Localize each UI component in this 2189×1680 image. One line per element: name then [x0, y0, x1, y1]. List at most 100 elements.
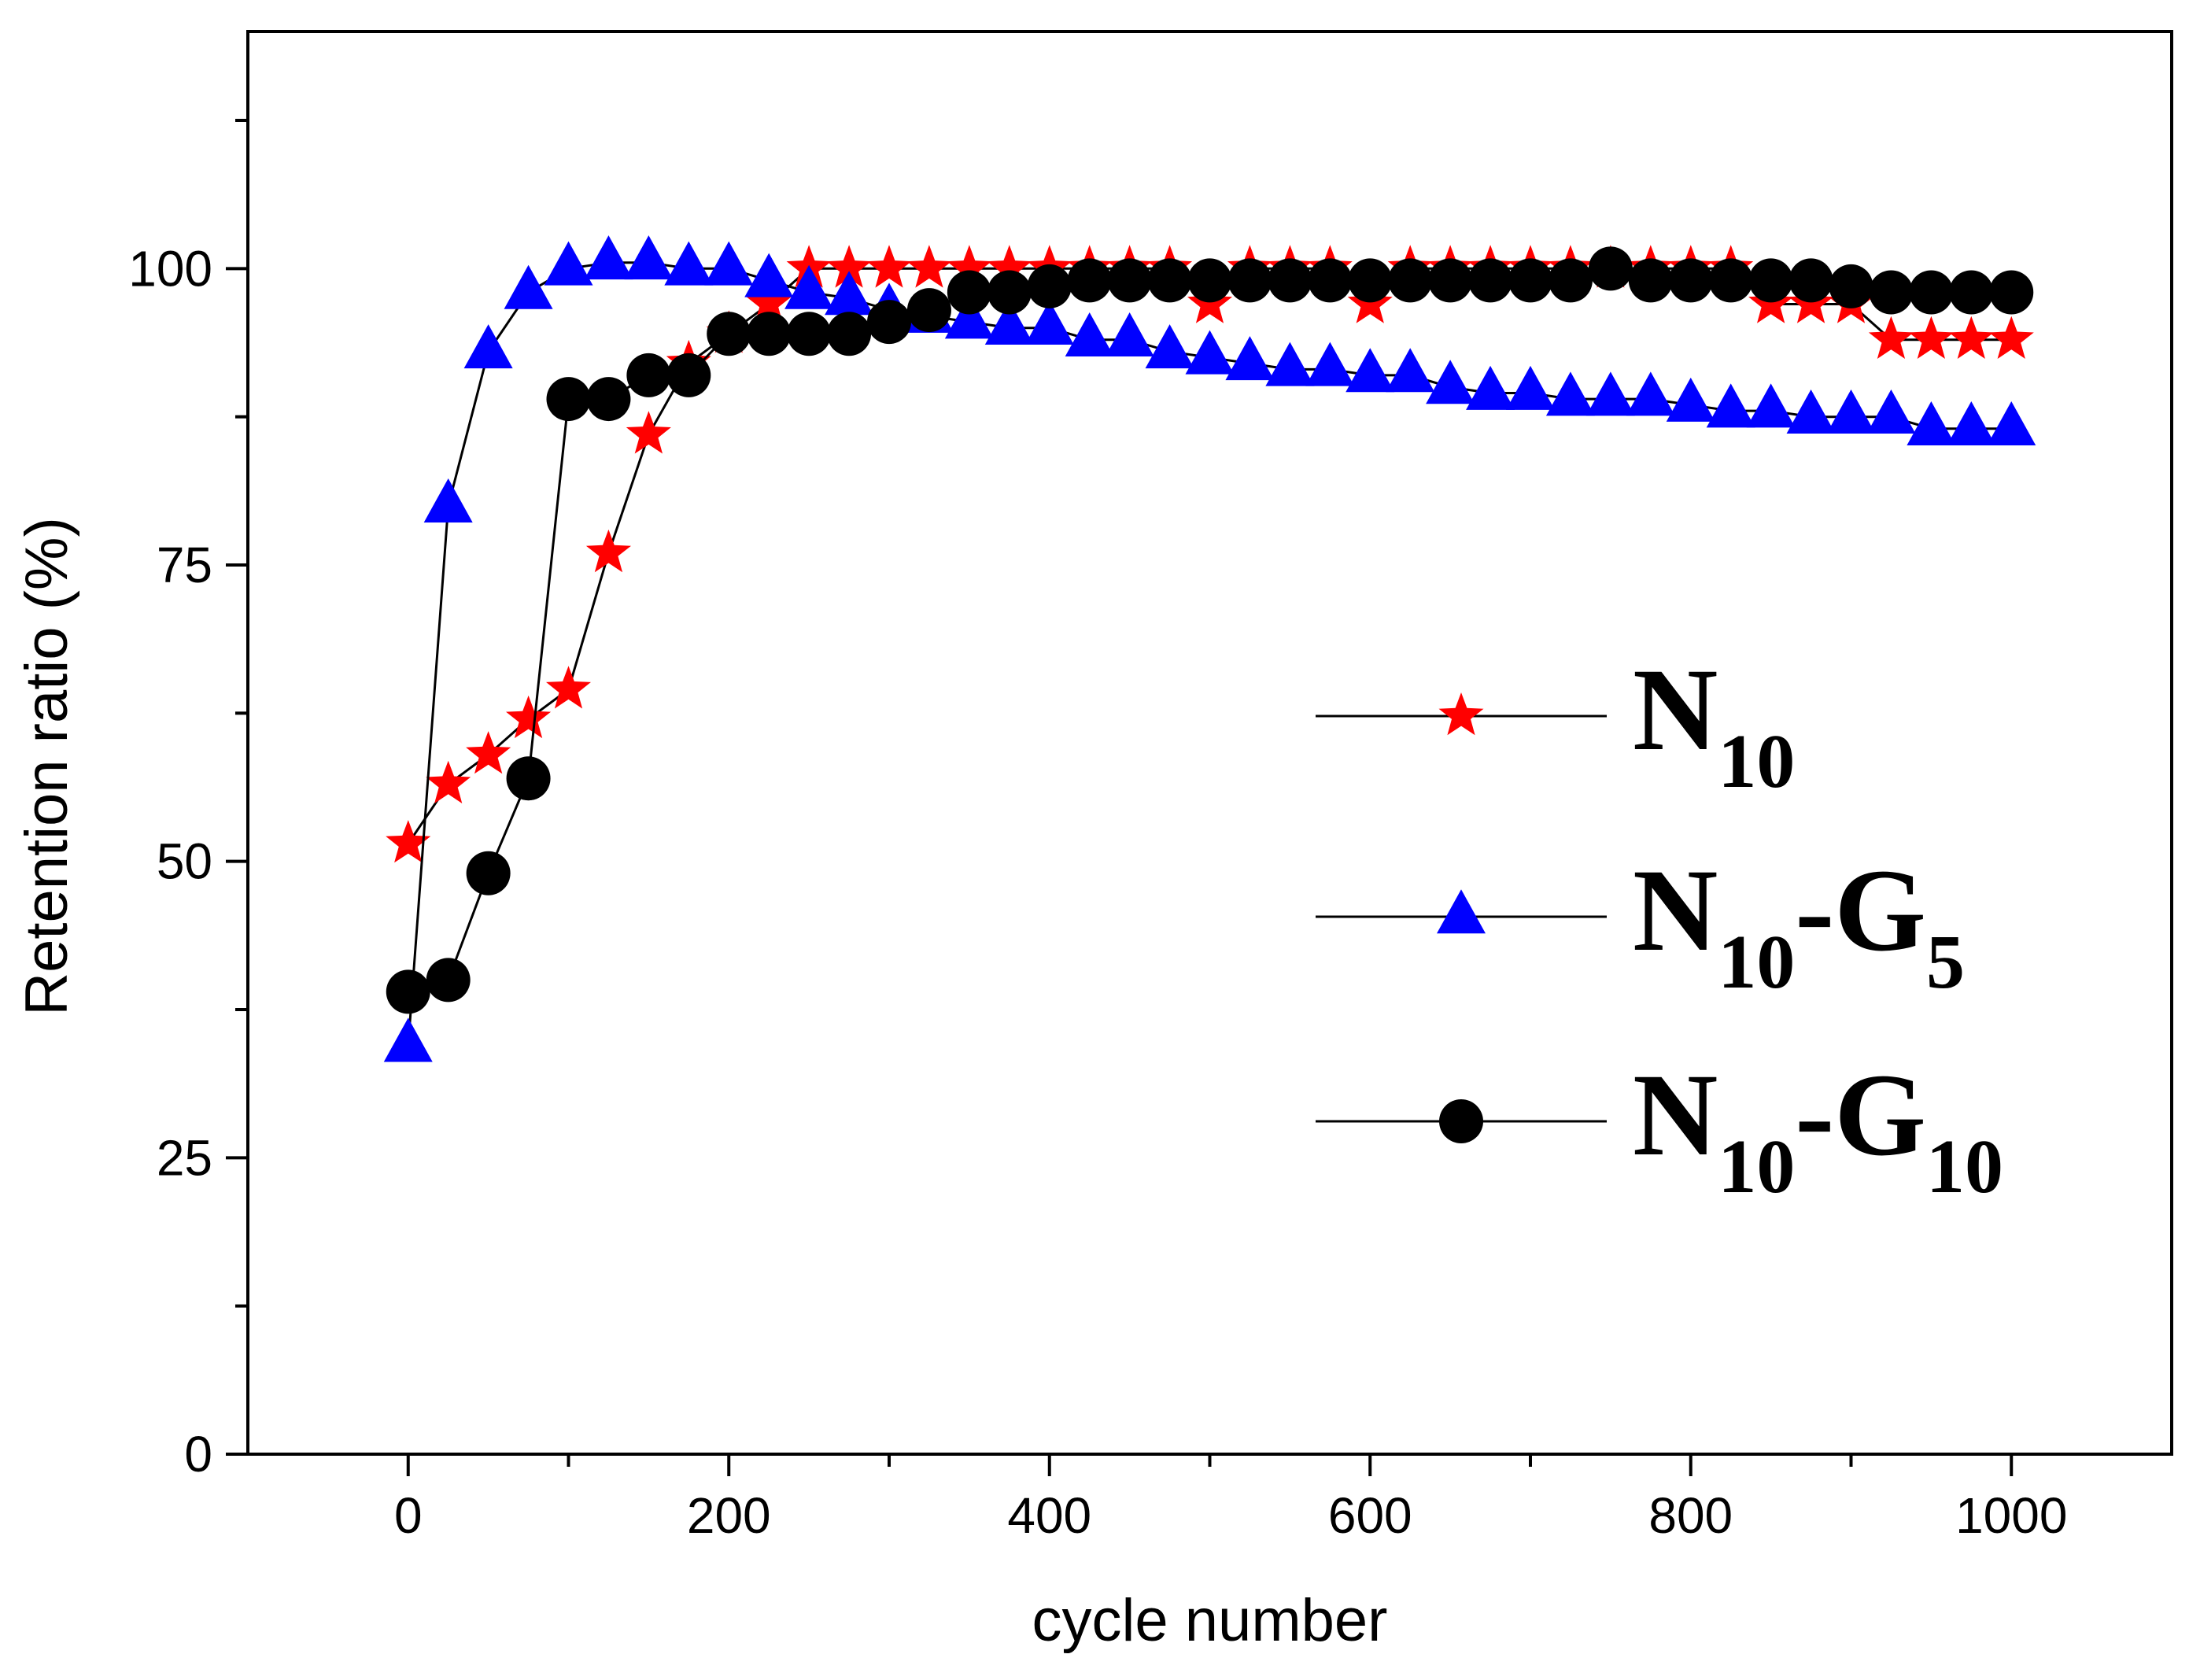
- legend-marker: [1438, 692, 1484, 736]
- data-point: [1508, 258, 1552, 303]
- data-point: [826, 245, 872, 288]
- data-point: [827, 312, 872, 356]
- data-point: [906, 288, 951, 333]
- x-tick-label: 1000: [1955, 1487, 2067, 1544]
- data-point: [624, 235, 674, 280]
- data-point: [784, 264, 834, 309]
- data-point: [1305, 342, 1355, 386]
- data-point: [1227, 258, 1272, 303]
- data-point: [1826, 389, 1876, 434]
- data-point: [1265, 342, 1315, 386]
- data-point: [1868, 316, 1914, 359]
- data-point: [1668, 258, 1713, 303]
- data-point: [1907, 401, 1956, 446]
- series-layer: [383, 235, 2036, 1062]
- y-tick-label: 50: [157, 833, 212, 890]
- data-point: [506, 756, 551, 801]
- data-point: [984, 300, 1034, 345]
- plot-frame: [246, 30, 2173, 1456]
- legend-label: N10-G10: [1633, 1050, 2003, 1209]
- data-point: [1067, 258, 1112, 303]
- data-point: [585, 529, 631, 573]
- data-point: [787, 312, 832, 356]
- legend-subscript: 5: [1926, 920, 1965, 1005]
- y-tick-label: 75: [157, 537, 212, 593]
- data-point: [626, 411, 671, 454]
- legend-label: N10-G5: [1633, 845, 1965, 1005]
- data-point: [987, 270, 1032, 315]
- data-point: [1545, 371, 1595, 416]
- legend-text-part: -G: [1795, 1050, 1926, 1180]
- data-point: [466, 851, 511, 895]
- x-axis-ticks: 0 200 400 600 800 1000: [394, 1454, 2067, 1544]
- data-point: [466, 731, 511, 774]
- x-tick-label: 200: [687, 1487, 771, 1544]
- series-2: [386, 246, 2034, 1014]
- data-point: [586, 377, 631, 422]
- data-point: [426, 958, 471, 1002]
- data-point: [1788, 258, 1833, 303]
- data-point: [1105, 312, 1154, 357]
- y-axis-label: Retention ratio (%): [13, 517, 80, 1016]
- data-point: [1506, 365, 1555, 410]
- data-point: [1308, 258, 1353, 303]
- legend-subscript: 10: [1718, 1124, 1795, 1209]
- data-point: [1829, 264, 1873, 308]
- legend-subscript: 10: [1718, 920, 1795, 1005]
- data-point: [504, 264, 553, 309]
- data-point: [1988, 316, 2034, 359]
- data-point: [1706, 383, 1755, 428]
- data-point: [544, 241, 593, 286]
- data-point: [1426, 360, 1475, 404]
- data-point: [626, 353, 671, 397]
- data-point: [825, 271, 874, 316]
- data-point: [506, 695, 552, 739]
- data-point: [383, 1017, 433, 1062]
- x-tick-label: 800: [1648, 1487, 1733, 1544]
- data-point: [947, 270, 991, 315]
- data-point: [546, 377, 591, 422]
- legend-subscript: 10: [1926, 1124, 2003, 1209]
- data-point: [1107, 258, 1152, 303]
- data-point: [1225, 336, 1275, 381]
- data-point: [1468, 258, 1513, 303]
- legend-text-part: N: [1633, 845, 1718, 976]
- data-point: [1948, 316, 1994, 359]
- data-point: [1626, 371, 1675, 416]
- legend-label: N10: [1633, 644, 1795, 804]
- data-point: [1746, 383, 1796, 428]
- data-point: [906, 245, 952, 288]
- data-point: [1548, 258, 1593, 303]
- data-point: [1588, 246, 1633, 291]
- data-point: [1987, 401, 2036, 446]
- data-point: [1869, 270, 1914, 315]
- data-point: [704, 241, 754, 286]
- data-point: [1908, 316, 1954, 359]
- legend-text-part: N: [1633, 644, 1718, 775]
- data-point: [1388, 258, 1433, 303]
- data-point: [1346, 348, 1395, 393]
- data-point: [1866, 389, 1916, 434]
- data-point: [1428, 258, 1473, 303]
- data-point: [1065, 312, 1114, 357]
- data-point: [1666, 377, 1715, 422]
- data-point: [1185, 330, 1235, 375]
- data-point: [1466, 365, 1515, 410]
- data-point: [426, 760, 471, 803]
- data-point: [744, 253, 794, 297]
- data-point: [1187, 258, 1232, 303]
- data-point: [1147, 258, 1192, 303]
- data-point: [386, 969, 430, 1014]
- data-point: [1949, 270, 1994, 315]
- x-tick-label: 0: [394, 1487, 423, 1544]
- legend-text-part: -G: [1795, 845, 1926, 976]
- data-point: [1628, 258, 1673, 303]
- data-point: [1268, 258, 1312, 303]
- legend-text-part: N: [1633, 1050, 1718, 1180]
- x-axis-label: cycle number: [1032, 1587, 1388, 1654]
- data-point: [664, 241, 714, 286]
- legend-subscript: 10: [1718, 719, 1795, 804]
- data-point: [463, 324, 513, 369]
